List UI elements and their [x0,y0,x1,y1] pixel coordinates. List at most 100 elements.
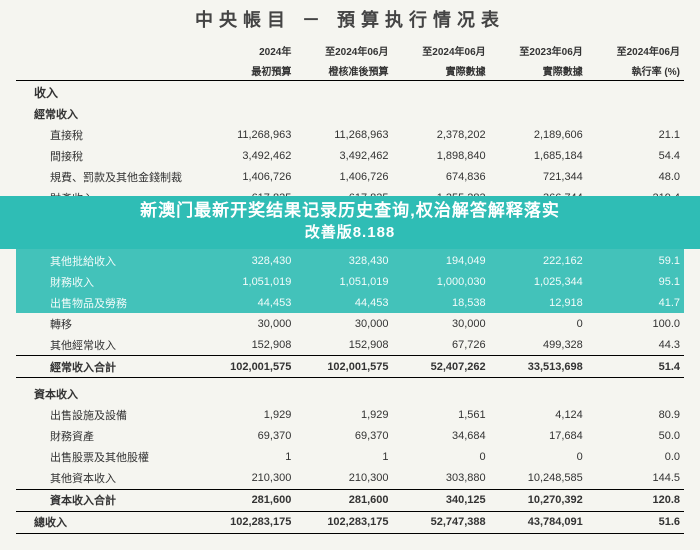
row-rate: 80.9 [587,405,684,426]
row-label: 間接稅 [16,145,198,166]
table-row: 其他經常收入152,908152,90867,726499,32844.3 [16,334,684,356]
col-actual24-l2: 實際數據 [392,60,489,81]
row-value: 210,300 [198,468,295,490]
row-rate: 51.4 [587,356,684,378]
row-value: 1,929 [198,405,295,426]
row-value: 0 [392,447,489,468]
row-label: 財務資產 [16,426,198,447]
row-label: 財務收入 [16,271,198,292]
row-label: 經常收入合計 [16,356,198,378]
row-value: 328,430 [295,250,392,271]
row-value: 44,453 [295,292,392,313]
row-value: 43,784,091 [490,511,587,533]
row-label: 其他資本收入 [16,468,198,490]
row-value: 0 [490,313,587,334]
table-row: 出售股票及其他股權11000.0 [16,447,684,468]
col-year-budget-l1: 2024年 [198,40,295,60]
page-title: 中央帳目 － 預算执行情况表 [16,6,684,32]
row-value: 1,025,344 [490,271,587,292]
row-value: 102,283,175 [198,511,295,533]
row-value: 30,000 [392,313,489,334]
row-label: 轉移 [16,313,198,334]
row-value: 30,000 [198,313,295,334]
table-row: 轉移30,00030,00030,0000100.0 [16,313,684,334]
row-label: 出售股票及其他股權 [16,447,198,468]
row-value: 281,600 [295,489,392,511]
table-row: 出售設施及設備1,9291,9291,5614,12480.9 [16,405,684,426]
row-value: 222,162 [490,250,587,271]
row-value: 0 [490,447,587,468]
row-label: 出售物品及勞務 [16,292,198,313]
row-label: 直接稅 [16,124,198,145]
row-value: 3,492,462 [295,145,392,166]
row-rate: 120.8 [587,489,684,511]
row-value: 52,407,262 [392,356,489,378]
row-rate: 21.1 [587,124,684,145]
row-label: 總收入 [16,511,198,533]
row-value: 1,561 [392,405,489,426]
row-value: 12,918 [490,292,587,313]
col-actual24-l1: 至2024年06月 [392,40,489,60]
row-value: 1 [198,447,295,468]
row-value: 11,268,963 [295,124,392,145]
col-year-budget-l2: 最初預算 [198,60,295,81]
col-approved-l2: 橙核准後預算 [295,60,392,81]
row-value: 194,049 [392,250,489,271]
row-value: 1,929 [295,405,392,426]
row-value: 34,684 [392,426,489,447]
row-value: 1,051,019 [295,271,392,292]
row-rate: 95.1 [587,271,684,292]
row-value: 152,908 [295,334,392,356]
row-value: 328,430 [198,250,295,271]
row-value: 1,406,726 [295,166,392,187]
table-row: 直接稅11,268,96311,268,9632,378,2022,189,60… [16,124,684,145]
row-value: 2,378,202 [392,124,489,145]
row-value: 340,125 [392,489,489,511]
row-value: 1,685,184 [490,145,587,166]
table-row: 經常收入合計102,001,575102,001,57552,407,26233… [16,356,684,378]
table-row: 財務收入1,051,0191,051,0191,000,0301,025,344… [16,271,684,292]
row-rate: 0.0 [587,447,684,468]
row-value: 674,836 [392,166,489,187]
row-rate: 59.1 [587,250,684,271]
row-value: 210,300 [295,468,392,490]
row-rate: 51.6 [587,511,684,533]
row-label: 其他經常收入 [16,334,198,356]
row-value: 10,248,585 [490,468,587,490]
overlay-banner: 新澳门最新开奖结果记录历史查询,权治解答解释落实 改善版8.188 [0,196,700,249]
row-value: 44,453 [198,292,295,313]
table-row: 間接稅3,492,4623,492,4621,898,8401,685,1845… [16,145,684,166]
row-value: 499,328 [490,334,587,356]
row-rate: 54.4 [587,145,684,166]
row-value: 102,001,575 [295,356,392,378]
table-row: 其他批給收入328,430328,430194,049222,16259.1 [16,250,684,271]
row-value: 1,000,030 [392,271,489,292]
table-header: 2024年 至2024年06月 至2024年06月 至2023年06月 至202… [16,40,684,81]
row-value: 4,124 [490,405,587,426]
col-rate-l1: 至2024年06月 [587,40,684,60]
row-value: 67,726 [392,334,489,356]
row-rate: 100.0 [587,313,684,334]
row-value: 69,370 [295,426,392,447]
row-label: 資本收入合計 [16,489,198,511]
table-row: 財務資產69,37069,37034,68417,68450.0 [16,426,684,447]
row-rate: 50.0 [587,426,684,447]
overlay-line1: 新澳门最新开奖结果记录历史查询,权治解答解释落实 [8,200,692,223]
section-label: 經常收入 [16,103,198,124]
row-rate: 144.5 [587,468,684,490]
row-value: 2,189,606 [490,124,587,145]
row-value: 10,270,392 [490,489,587,511]
row-value: 1,406,726 [198,166,295,187]
row-value: 303,880 [392,468,489,490]
row-value: 152,908 [198,334,295,356]
table-row: 資本收入合計281,600281,600340,12510,270,392120… [16,489,684,511]
table-row: 總收入102,283,175102,283,17552,747,38843,78… [16,511,684,533]
row-value: 1 [295,447,392,468]
table-row: 其他資本收入210,300210,300303,88010,248,585144… [16,468,684,490]
row-rate: 44.3 [587,334,684,356]
col-actual23-l2: 實際數據 [490,60,587,81]
row-value: 1,898,840 [392,145,489,166]
row-value: 721,344 [490,166,587,187]
table-body: 收入經常收入直接稅11,268,96311,268,9632,378,2022,… [16,81,684,534]
section-label: 資本收入 [16,384,198,405]
